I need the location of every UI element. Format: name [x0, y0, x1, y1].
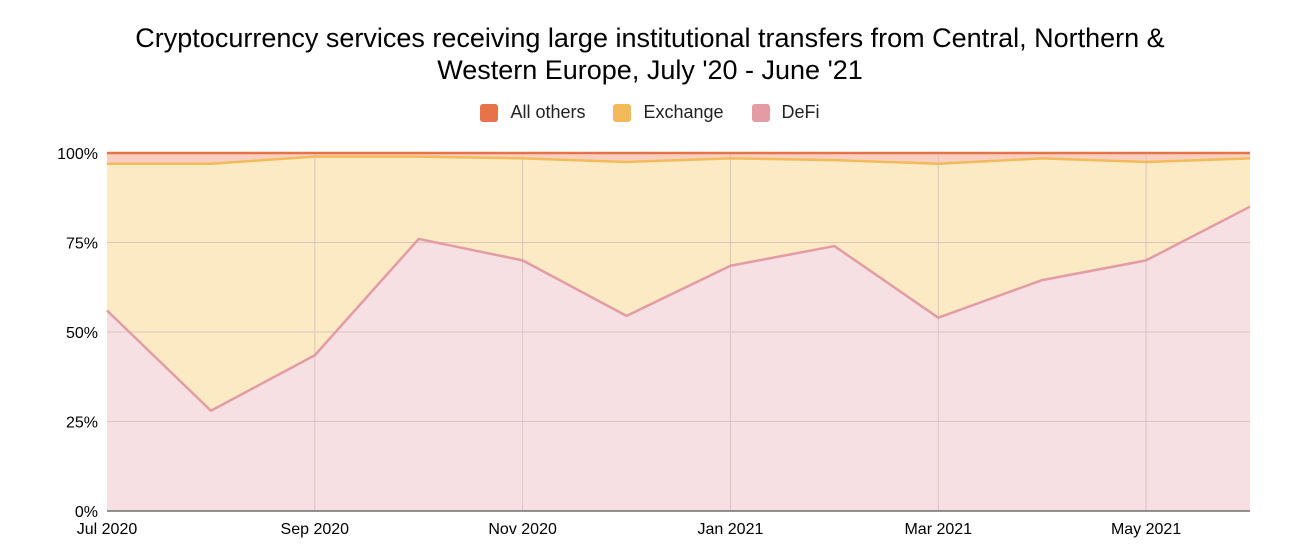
y-tick-label: 25%	[66, 415, 98, 432]
y-tick-label: 0%	[75, 504, 98, 521]
area-exchange	[107, 156, 1250, 411]
chart-legend: All others Exchange DeFi	[0, 102, 1300, 123]
x-tick-label: Sep 2020	[281, 521, 350, 538]
x-tick-label: Nov 2020	[488, 521, 557, 538]
x-tick-label: Jul 2020	[77, 521, 138, 538]
y-axis-ticks: 0% 25% 50% 75% 100%	[57, 146, 98, 521]
chart-title-line-1: Cryptocurrency services receiving large …	[135, 23, 1165, 53]
legend-swatch-defi	[751, 103, 770, 122]
line-exchange	[107, 155, 1251, 165]
x-axis-ticks: Jul 2020 Sep 2020 Nov 2020 Jan 2021 Mar 2021…	[77, 521, 1182, 538]
series-lines	[106, 151, 1251, 413]
legend-label-defi: DeFi	[781, 102, 820, 122]
line-defi	[106, 205, 1251, 413]
x-tick-label: May 2021	[1111, 521, 1181, 538]
legend-swatch-exchange	[613, 103, 632, 122]
legend-item-exchange[interactable]: Exchange	[613, 102, 724, 123]
chart-title: Cryptocurrency services receiving large …	[0, 22, 1300, 86]
y-tick-label: 75%	[66, 236, 98, 253]
chart-title-line-2: Western Europe, July '20 - June '21	[437, 55, 863, 85]
x-tick-label: Mar 2021	[904, 521, 972, 538]
y-tick-label: 100%	[57, 146, 98, 163]
legend-label-exchange: Exchange	[643, 102, 724, 122]
legend-item-defi[interactable]: DeFi	[751, 102, 820, 123]
legend-label-all-others: All others	[510, 102, 586, 122]
area-defi	[107, 206, 1250, 511]
x-tick-label: Jan 2021	[698, 521, 764, 538]
legend-item-all-others[interactable]: All others	[480, 102, 585, 123]
legend-swatch-all-others	[480, 103, 499, 122]
y-tick-label: 50%	[66, 325, 98, 342]
